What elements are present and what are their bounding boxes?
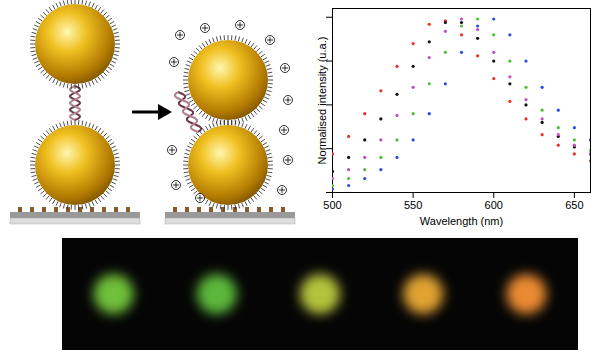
svg-text:Wavelength (nm): Wavelength (nm): [420, 215, 503, 227]
svg-text:600: 600: [485, 199, 503, 211]
svg-text:500: 500: [323, 199, 341, 211]
svg-text:550: 550: [404, 199, 422, 211]
svg-text:650: 650: [565, 199, 583, 211]
svg-text:Normalised intensity (u.a.): Normalised intensity (u.a.): [316, 37, 328, 165]
